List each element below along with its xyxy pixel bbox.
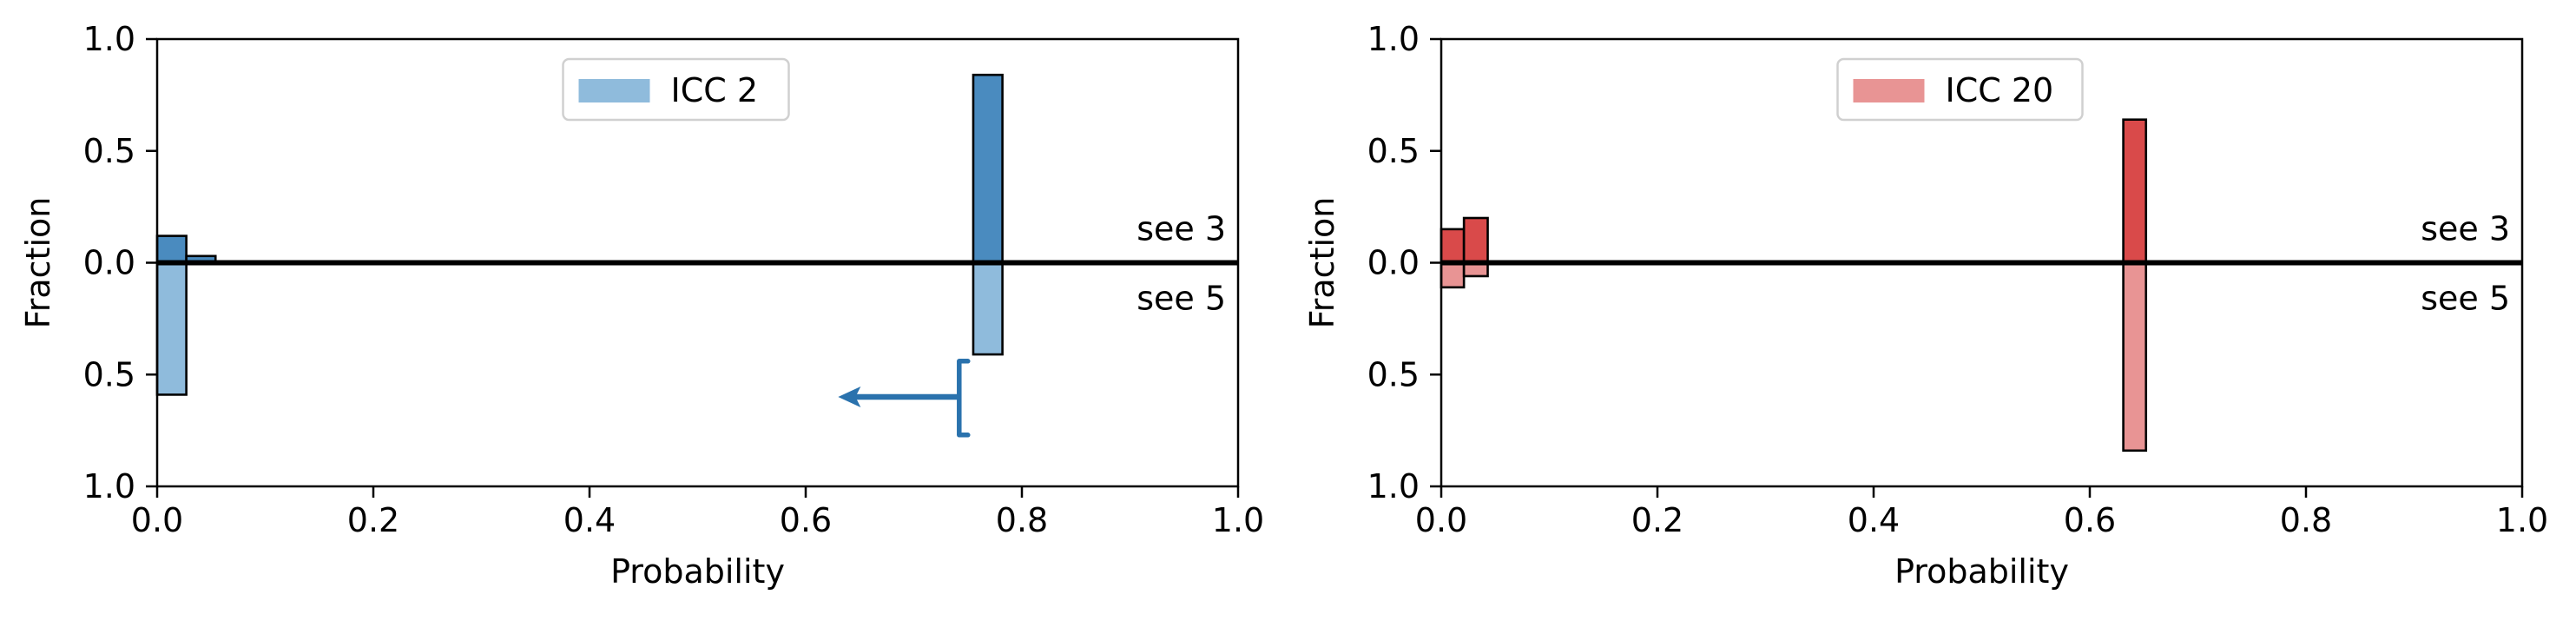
legend: ICC 20	[1836, 57, 2084, 122]
y-tick-label-4: 1.0	[83, 467, 135, 505]
legend: ICC 2	[562, 57, 790, 122]
lower-side-label: see 5	[2421, 280, 2510, 318]
y-axis-label: Fraction	[19, 197, 57, 329]
upper-side-label: see 3	[1136, 210, 1226, 248]
y-tick-label-3: 0.5	[83, 355, 135, 393]
x-axis-label: Probability	[610, 552, 785, 591]
legend-label: ICC 2	[671, 71, 759, 109]
x-tick-label-5: 1.0	[2496, 501, 2548, 539]
y-tick-label-4: 1.0	[1367, 467, 1420, 505]
upper-bar-0	[1440, 228, 1466, 264]
upper-bar-2	[972, 73, 1004, 264]
lower-side-label: see 5	[1136, 280, 1226, 318]
x-tick-label-1: 0.2	[347, 501, 399, 539]
y-tick-label-0: 1.0	[83, 20, 135, 58]
legend-label: ICC 20	[1946, 71, 2054, 109]
y-tick-label-3: 0.5	[1367, 355, 1420, 393]
x-tick-label-1: 0.2	[1631, 501, 1683, 539]
y-tick-label-1: 0.5	[83, 132, 135, 170]
lower-bar-2	[2122, 261, 2148, 453]
x-tick-label-4: 0.8	[996, 501, 1048, 539]
x-tick-label-0: 0.0	[1415, 501, 1467, 539]
upper-bar-1	[1462, 216, 1489, 264]
chart-panel-right: 0.0 0.2 0.4 0.6 0.8 1.0 1.0 0.5 0.0 0.5 1.0 Probabi…	[1303, 20, 2548, 591]
x-tick-label-3: 0.6	[780, 501, 832, 539]
y-tick-label-0: 1.0	[1367, 20, 1420, 58]
upper-bar-2	[2122, 118, 2148, 264]
lower-bar-1	[972, 261, 1004, 356]
x-tick-label-4: 0.8	[2280, 501, 2332, 539]
legend-swatch	[578, 79, 650, 102]
chart-panel-left: 0.0 0.2 0.4 0.6 0.8 1.0 1.0 0.5 0.0 0.5 1.0 Probabi…	[19, 20, 1264, 591]
x-tick-label-3: 0.6	[2064, 501, 2116, 539]
upper-bar-0	[155, 235, 188, 264]
legend-box	[1836, 57, 2084, 122]
x-tick-label-2: 0.4	[1848, 501, 1900, 539]
y-tick-label-2: 0.0	[1367, 244, 1420, 282]
lower-bar-0	[155, 261, 188, 396]
x-tick-label-0: 0.0	[131, 501, 183, 539]
y-tick-label-1: 0.5	[1367, 132, 1420, 170]
x-axis-label: Probability	[1894, 552, 2069, 591]
x-tick-label-5: 1.0	[1212, 501, 1264, 539]
y-tick-label-2: 0.0	[83, 244, 135, 282]
marker-arrow-head	[838, 386, 861, 407]
x-tick-label-2: 0.4	[563, 501, 616, 539]
lower-bar-0	[1440, 261, 1466, 289]
upper-side-label: see 3	[2421, 210, 2510, 248]
legend-swatch	[1853, 79, 1925, 102]
y-axis-label: Fraction	[1303, 197, 1341, 329]
legend-box	[562, 57, 790, 122]
